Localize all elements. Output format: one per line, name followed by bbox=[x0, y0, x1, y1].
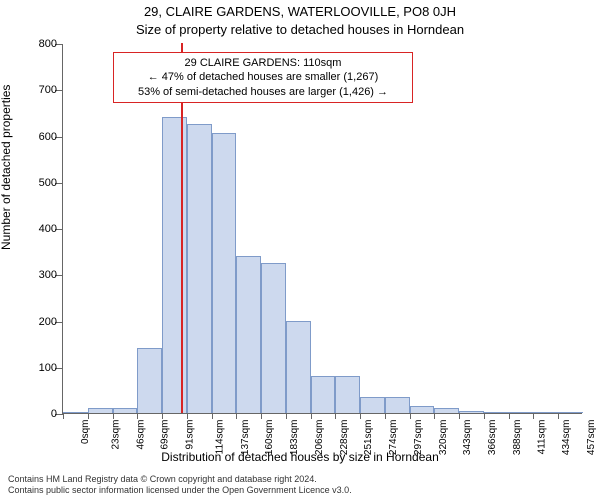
x-axis-label: Distribution of detached houses by size … bbox=[0, 450, 600, 464]
histogram-bar bbox=[187, 124, 212, 413]
y-tick-label: 700 bbox=[23, 84, 57, 96]
plot-area: 29 CLAIRE GARDENS: 110sqm ← 47% of detac… bbox=[62, 44, 582, 414]
x-tick bbox=[162, 413, 163, 419]
chart-title-subtitle: Size of property relative to detached ho… bbox=[0, 22, 600, 37]
y-tick-label: 100 bbox=[23, 362, 57, 374]
histogram-bar bbox=[434, 408, 459, 413]
y-tick-label: 800 bbox=[23, 38, 57, 50]
histogram-bar bbox=[236, 256, 261, 413]
x-tick bbox=[63, 413, 64, 419]
x-tick bbox=[484, 413, 485, 419]
histogram-bar bbox=[335, 376, 360, 413]
histogram-bar bbox=[113, 408, 138, 413]
histogram-bar bbox=[459, 411, 484, 413]
histogram-bar bbox=[360, 397, 385, 413]
histogram-bar bbox=[212, 133, 237, 413]
y-tick-label: 200 bbox=[23, 316, 57, 328]
x-tick-label: 46sqm bbox=[135, 420, 146, 450]
histogram-bar bbox=[484, 412, 509, 413]
histogram-bar bbox=[261, 263, 286, 413]
x-tick bbox=[212, 413, 213, 419]
histogram-bar bbox=[558, 412, 583, 413]
histogram-bar bbox=[137, 348, 162, 413]
x-tick-label: 0sqm bbox=[80, 420, 91, 444]
histogram-bar bbox=[63, 412, 88, 413]
x-tick bbox=[360, 413, 361, 419]
histogram-bar bbox=[286, 321, 311, 414]
x-tick-label: 69sqm bbox=[160, 420, 171, 450]
annotation-line-2: ← 47% of detached houses are smaller (1,… bbox=[120, 70, 406, 84]
histogram-bar bbox=[311, 376, 336, 413]
x-tick bbox=[385, 413, 386, 419]
x-tick bbox=[261, 413, 262, 419]
x-tick bbox=[509, 413, 510, 419]
property-annotation: 29 CLAIRE GARDENS: 110sqm ← 47% of detac… bbox=[113, 52, 413, 103]
x-tick bbox=[286, 413, 287, 419]
x-tick bbox=[410, 413, 411, 419]
histogram-bar bbox=[88, 408, 113, 413]
histogram-bar bbox=[385, 397, 410, 413]
x-tick bbox=[558, 413, 559, 419]
x-tick bbox=[533, 413, 534, 419]
y-tick-label: 500 bbox=[23, 177, 57, 189]
histogram-bar bbox=[533, 412, 558, 413]
histogram-bar bbox=[410, 406, 435, 413]
x-tick-label: 91sqm bbox=[185, 420, 196, 450]
y-tick-label: 0 bbox=[23, 408, 57, 420]
x-tick-label: 23sqm bbox=[110, 420, 121, 450]
y-tick-label: 600 bbox=[23, 131, 57, 143]
x-tick bbox=[187, 413, 188, 419]
annotation-line-1: 29 CLAIRE GARDENS: 110sqm bbox=[120, 56, 406, 70]
y-tick-label: 300 bbox=[23, 269, 57, 281]
x-tick bbox=[113, 413, 114, 419]
x-tick bbox=[459, 413, 460, 419]
chart-title-address: 29, CLAIRE GARDENS, WATERLOOVILLE, PO8 0… bbox=[0, 4, 600, 19]
histogram-bar bbox=[509, 412, 534, 413]
attribution-text: Contains HM Land Registry data © Crown c… bbox=[8, 474, 592, 496]
x-tick bbox=[434, 413, 435, 419]
annotation-line-3: 53% of semi-detached houses are larger (… bbox=[120, 85, 406, 99]
x-tick bbox=[236, 413, 237, 419]
x-tick bbox=[311, 413, 312, 419]
x-tick bbox=[88, 413, 89, 419]
y-axis-label: Number of detached properties bbox=[0, 85, 13, 250]
x-tick bbox=[137, 413, 138, 419]
y-tick-label: 400 bbox=[23, 223, 57, 235]
x-tick bbox=[335, 413, 336, 419]
